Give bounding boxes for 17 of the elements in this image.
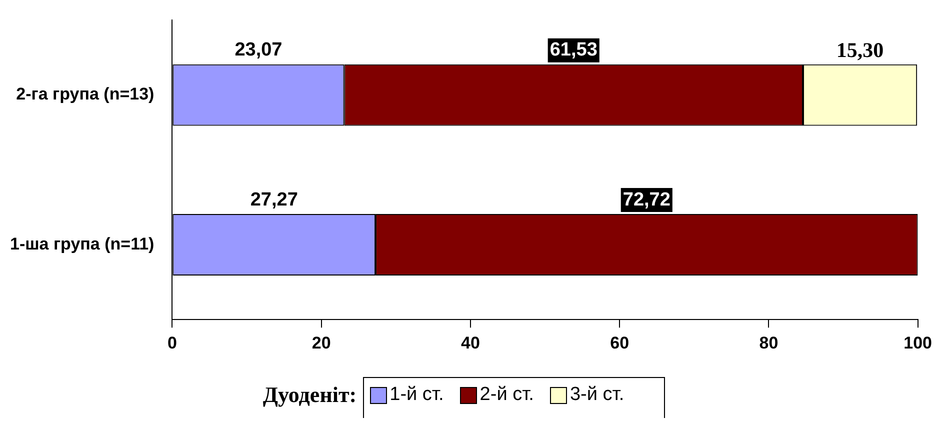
legend-label: 3-й ст. (570, 384, 624, 406)
legend-title: Дуоденіт: (262, 382, 357, 408)
legend-label: 2-й ст. (480, 384, 534, 406)
x-tick-label: 60 (610, 333, 630, 352)
data-label: 61,53 (550, 40, 598, 61)
x-tick-label: 40 (460, 333, 480, 352)
y-tick-label: 1-ша група (n=11) (10, 234, 154, 254)
data-label: 72,72 (622, 189, 670, 210)
x-tick-label: 20 (312, 333, 331, 352)
x-tick-label: 0 (167, 333, 177, 352)
x-tick-label: 100 (904, 333, 932, 352)
data-label: 27,27 (250, 189, 298, 210)
data-label: 15,30 (836, 38, 884, 62)
data-label: 23,07 (234, 40, 282, 61)
legend-label: 1-й ст. (390, 384, 444, 406)
x-tick-label: 80 (759, 333, 778, 352)
y-tick-label: 2-га група (n=13) (16, 84, 154, 104)
